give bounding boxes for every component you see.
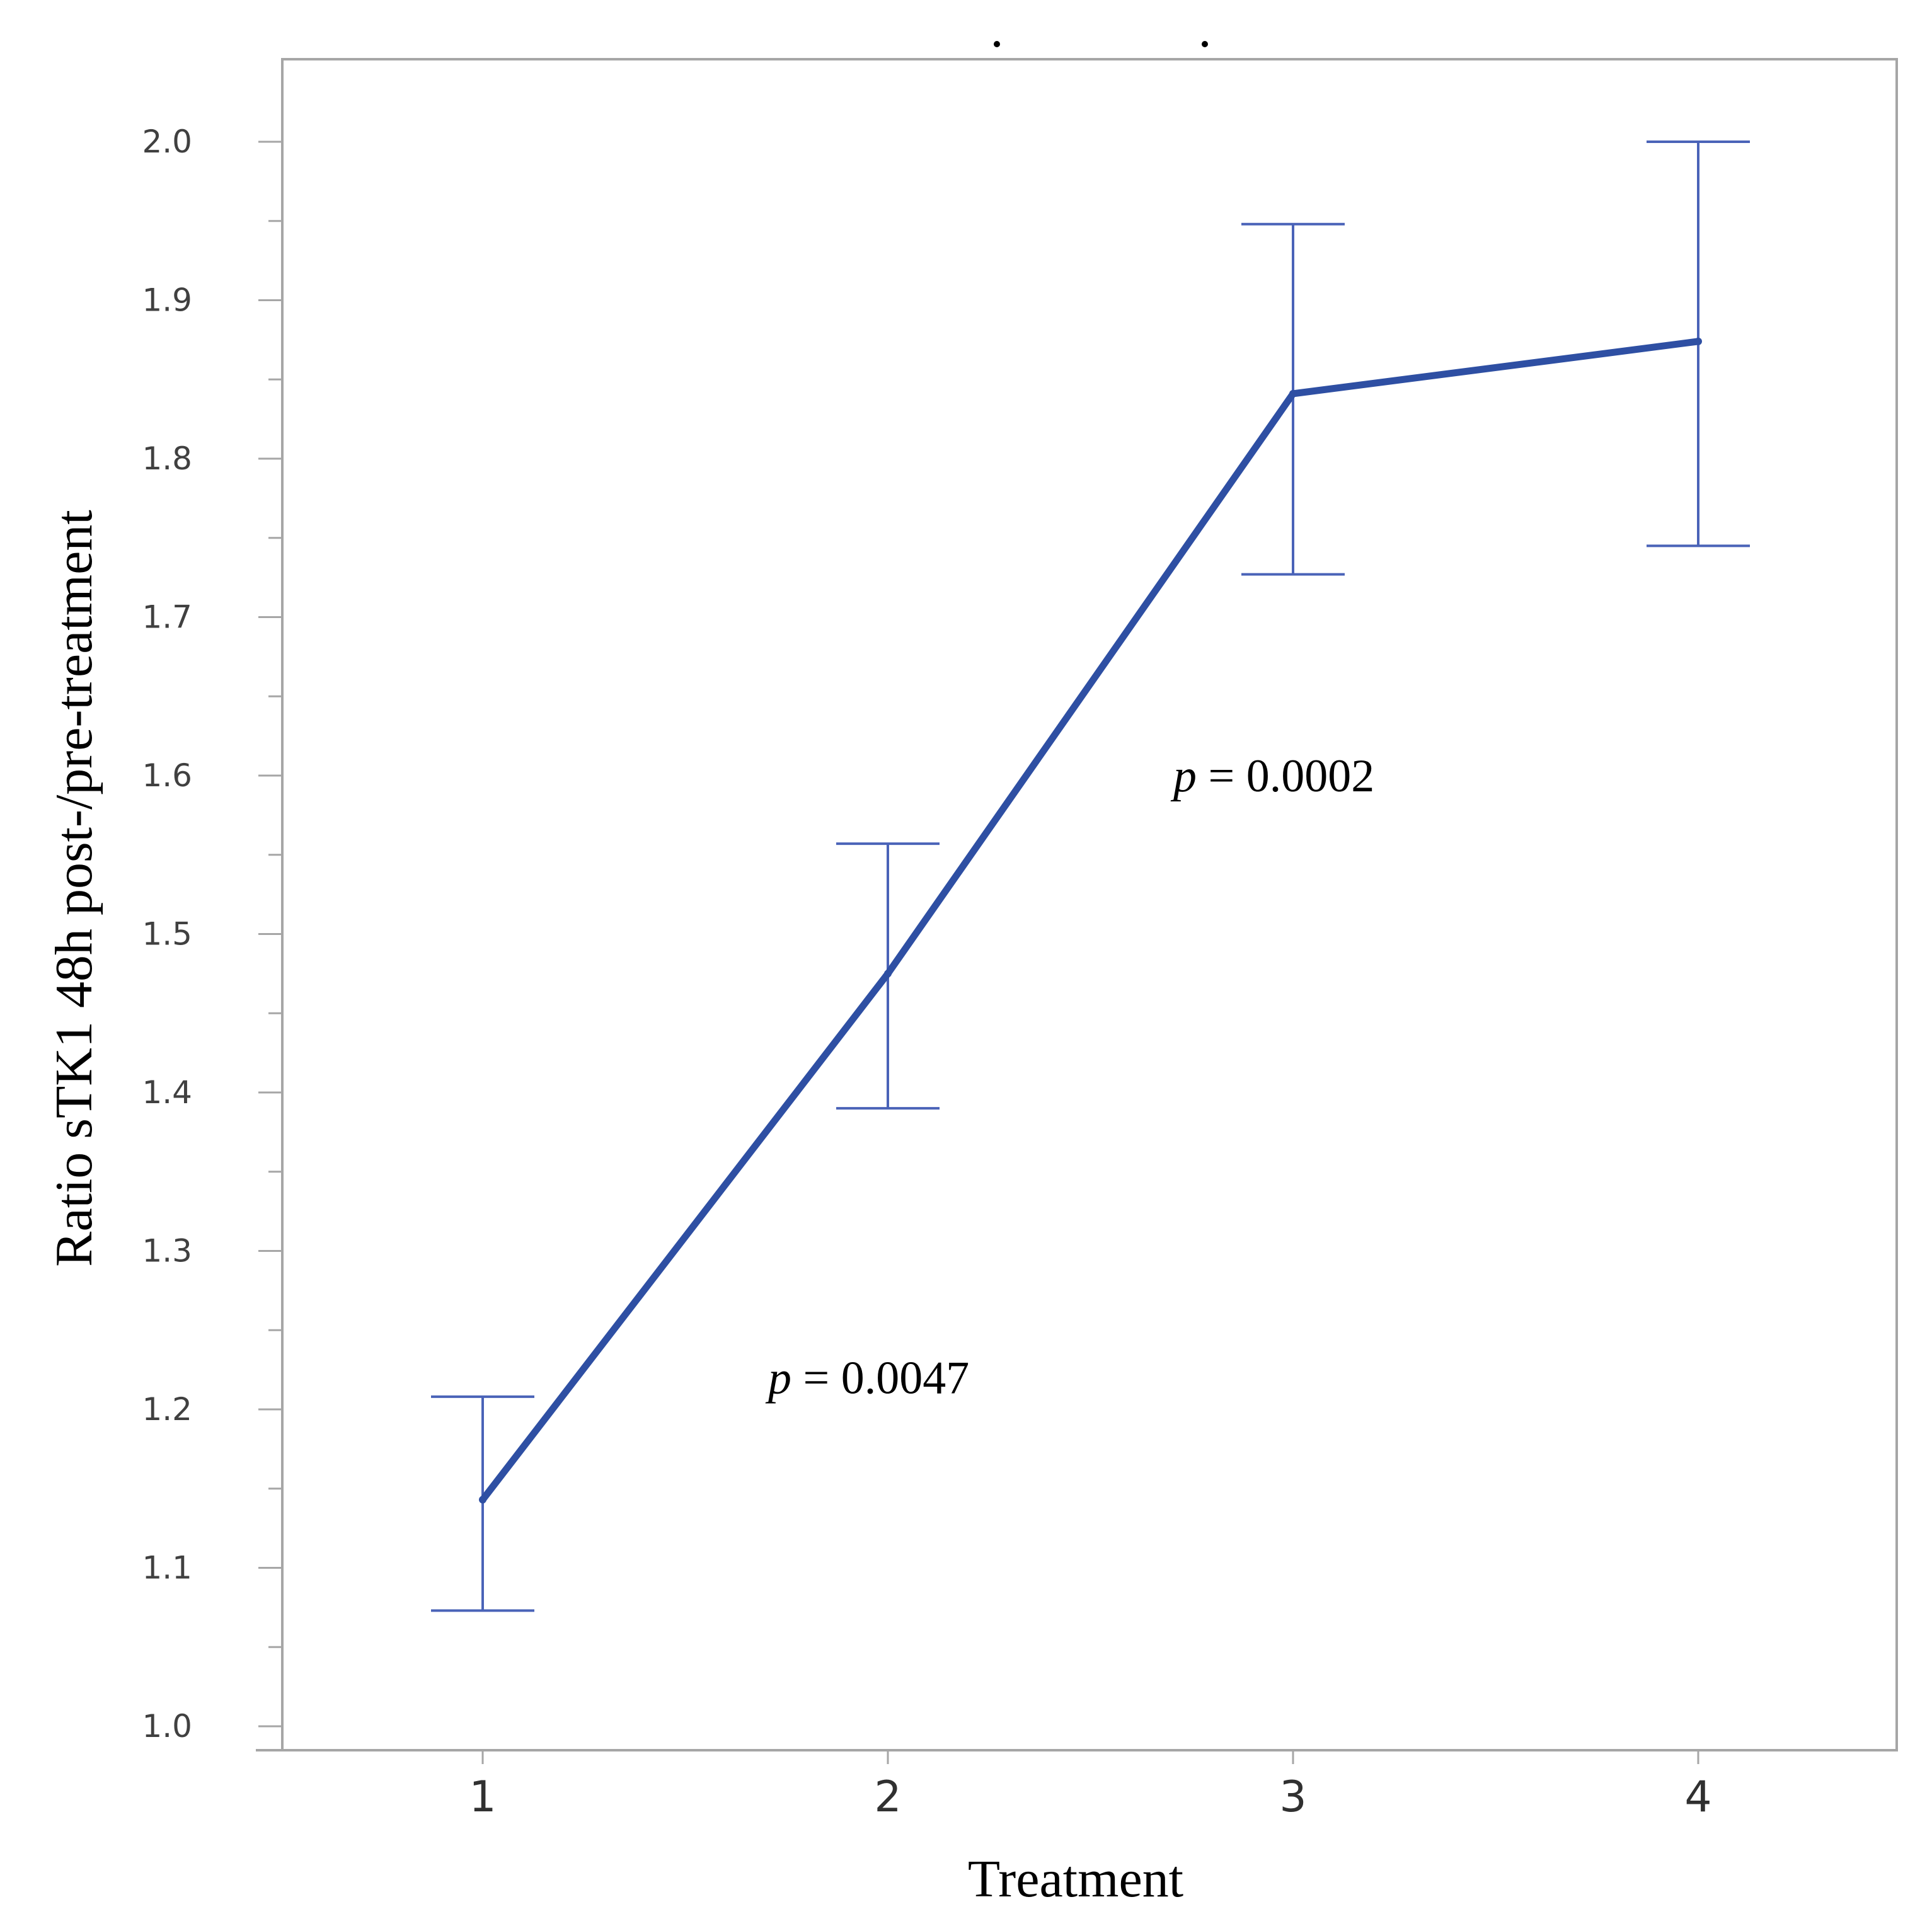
stray-dot bbox=[1202, 41, 1208, 47]
stray-dot bbox=[994, 41, 1000, 47]
x-axis-title: Treatment bbox=[968, 1850, 1183, 1908]
x-tick-label: 3 bbox=[1279, 1772, 1306, 1822]
y-tick-label: 2.0 bbox=[142, 123, 192, 160]
y-axis-title: Ratio sTK1 48h post-/pre-treatment bbox=[45, 510, 103, 1266]
y-tick-label: 1.8 bbox=[142, 440, 192, 477]
y-tick-label: 1.2 bbox=[142, 1391, 192, 1428]
series-line bbox=[479, 338, 1702, 1503]
x-tick-label: 2 bbox=[874, 1772, 901, 1822]
annotations: p = 0.0047 p = 0.0002 bbox=[765, 750, 1374, 1404]
p-value-annotation: p = 0.0002 bbox=[1170, 750, 1374, 802]
y-tick-label: 1.9 bbox=[142, 282, 192, 319]
y-tick-label: 1.3 bbox=[142, 1233, 192, 1270]
x-axis-ticks: 1 2 3 4 bbox=[469, 1750, 1712, 1822]
series-line-group bbox=[479, 337, 1702, 1504]
x-tick-label: 1 bbox=[469, 1772, 496, 1822]
y-tick-label: 1.1 bbox=[142, 1550, 192, 1586]
plot-frame bbox=[281, 58, 1898, 1751]
data-point bbox=[884, 970, 892, 978]
y-tick-label: 1.0 bbox=[142, 1708, 192, 1745]
y-tick-label: 1.7 bbox=[142, 599, 192, 636]
p-value-annotation: p = 0.0047 bbox=[765, 1353, 969, 1404]
x-tick-label: 4 bbox=[1684, 1772, 1711, 1822]
y-tick-label: 1.6 bbox=[142, 757, 192, 794]
y-axis-ticks: 1.0 1.1 1.2 1.3 1.4 1.5 1.6 1.7 1.8 1.9 2.0 bbox=[142, 123, 282, 1745]
y-tick-label: 1.4 bbox=[142, 1074, 192, 1111]
data-point bbox=[479, 1496, 486, 1504]
data-point bbox=[1289, 389, 1297, 398]
data-point bbox=[1694, 337, 1702, 345]
y-tick-label: 1.5 bbox=[142, 916, 192, 953]
